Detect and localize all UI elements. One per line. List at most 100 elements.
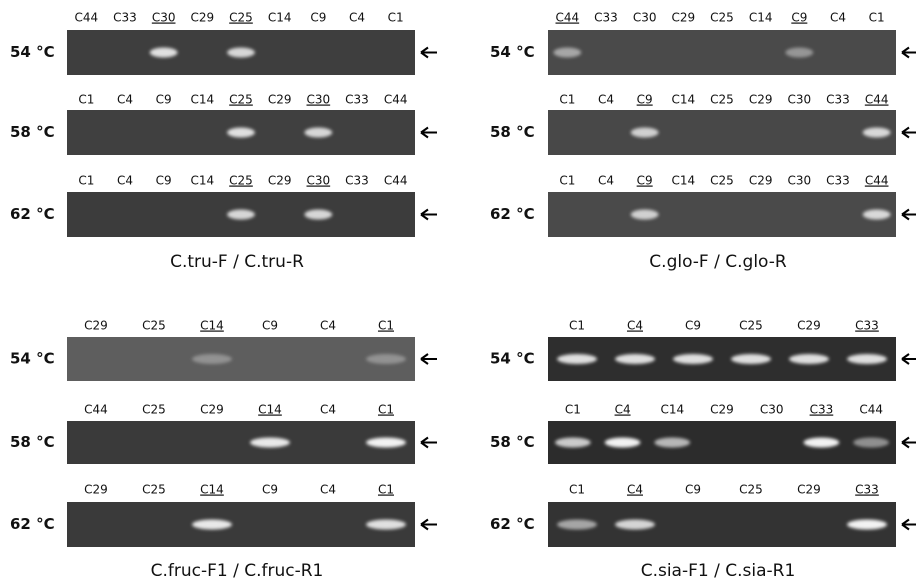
lane-label: C29 [797, 319, 821, 333]
lane-label: C30 [307, 93, 331, 107]
dna-band [557, 354, 597, 364]
lane-label: C1 [388, 11, 404, 25]
lane-label: C29 [268, 93, 292, 107]
lane-label: C14 [268, 11, 292, 25]
lane-label: C25 [142, 319, 166, 333]
panel-title: C.sia-F1 / C.sia-R1 [641, 561, 796, 581]
lane-label: C29 [268, 174, 292, 188]
lane-label: C44 [384, 174, 408, 188]
lane-label: C25 [710, 174, 734, 188]
dna-band [631, 128, 659, 138]
lane-label: C30 [760, 403, 784, 417]
lane-label: C1 [559, 93, 575, 107]
lane-label: C14 [672, 174, 696, 188]
lane-label: C29 [710, 403, 734, 417]
panel-title: C.glo-F / C.glo-R [649, 252, 787, 272]
gel-image [548, 30, 896, 75]
dna-band [615, 354, 655, 364]
lane-label: C44 [865, 174, 889, 188]
lane-label: C44 [556, 11, 580, 25]
lane-label: C33 [855, 319, 879, 333]
dna-band [615, 520, 655, 530]
dna-band [366, 438, 406, 448]
gel-image [67, 502, 415, 547]
lane-label: C4 [320, 319, 336, 333]
temperature-label: 54 °C [10, 43, 55, 61]
dna-band [227, 210, 255, 220]
lane-label: C44 [384, 93, 408, 107]
dna-band [863, 210, 891, 220]
lane-label: C4 [627, 319, 643, 333]
dna-band [192, 354, 232, 364]
lane-label: C9 [791, 11, 807, 25]
gel-image [548, 110, 896, 155]
lane-label: C25 [739, 483, 763, 497]
lane-label: C33 [826, 93, 850, 107]
dna-band [673, 354, 713, 364]
lane-label: C1 [565, 403, 581, 417]
lane-label: C4 [627, 483, 643, 497]
dna-band [863, 128, 891, 138]
dna-band [304, 210, 332, 220]
dna-band [631, 210, 659, 220]
dna-band [192, 520, 232, 530]
temperature-label: 54 °C [10, 350, 55, 368]
temperature-label: 62 °C [490, 515, 535, 533]
lane-label: C9 [637, 174, 653, 188]
gel-image [67, 337, 415, 381]
lane-label: C25 [229, 93, 253, 107]
lane-label: C1 [378, 403, 394, 417]
lane-label: C4 [615, 403, 631, 417]
lane-label: C9 [262, 319, 278, 333]
dna-band [605, 438, 641, 448]
lane-label: C1 [569, 483, 585, 497]
dna-band [150, 48, 178, 58]
dna-band [227, 128, 255, 138]
panel-title: C.fruc-F1 / C.fruc-R1 [151, 561, 324, 581]
lane-label: C33 [113, 11, 137, 25]
lane-label: C33 [810, 403, 834, 417]
gel-image [548, 192, 896, 237]
lane-label: C29 [749, 93, 773, 107]
lane-label: C25 [710, 11, 734, 25]
dna-band [366, 520, 406, 530]
lane-label: C1 [378, 483, 394, 497]
lane-label: C33 [345, 174, 369, 188]
lane-label: C1 [78, 174, 94, 188]
dna-band [557, 520, 597, 530]
temperature-label: 58 °C [490, 123, 535, 141]
gel-image [548, 502, 896, 547]
lane-label: C25 [142, 483, 166, 497]
dna-band [366, 354, 406, 364]
dna-band [553, 48, 581, 58]
lane-label: C9 [637, 93, 653, 107]
lane-label: C9 [685, 483, 701, 497]
lane-label: C1 [869, 11, 885, 25]
dna-band [804, 438, 840, 448]
lane-label: C14 [200, 483, 224, 497]
gel-image [67, 421, 415, 464]
lane-label: C30 [152, 11, 176, 25]
lane-label: C4 [320, 403, 336, 417]
lane-label: C14 [200, 319, 224, 333]
lane-label: C25 [229, 11, 253, 25]
lane-label: C33 [594, 11, 618, 25]
lane-label: C29 [797, 483, 821, 497]
dna-band [250, 438, 290, 448]
dna-band [555, 438, 591, 448]
temperature-label: 58 °C [10, 433, 55, 451]
lane-label: C4 [349, 11, 365, 25]
dna-band [654, 438, 690, 448]
dna-band [227, 48, 255, 58]
lane-label: C44 [84, 403, 108, 417]
lane-label: C9 [262, 483, 278, 497]
dna-band [847, 354, 887, 364]
dna-band [853, 438, 889, 448]
lane-label: C14 [258, 403, 282, 417]
lane-label: C30 [788, 174, 812, 188]
lane-label: C29 [191, 11, 215, 25]
dna-band [789, 354, 829, 364]
lane-label: C4 [117, 93, 133, 107]
lane-label: C14 [191, 174, 215, 188]
lane-label: C9 [156, 174, 172, 188]
